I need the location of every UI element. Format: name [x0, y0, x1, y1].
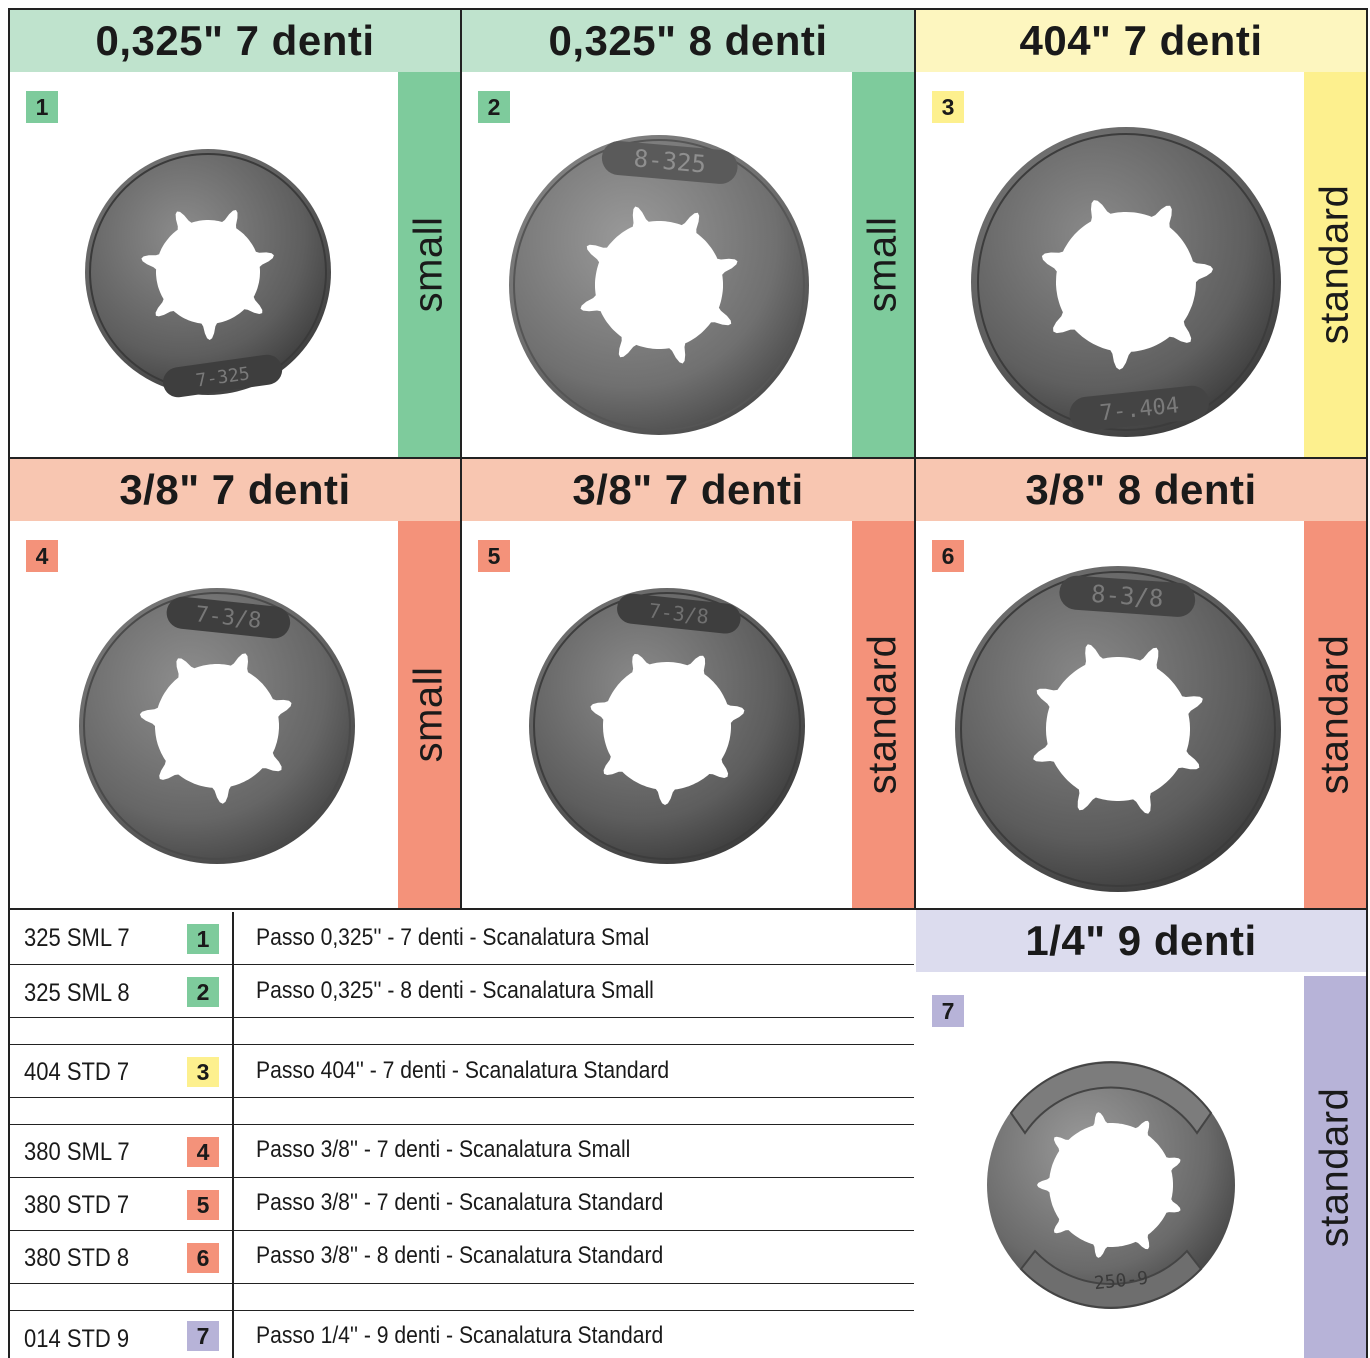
- panel-title: 3/8" 7 denti: [462, 459, 914, 521]
- sprocket-marking: 8-3/8: [1090, 580, 1164, 613]
- table-row-spacer: [10, 1284, 914, 1311]
- groove-label: standard: [1312, 634, 1357, 795]
- part-number-badge: 5: [187, 1190, 219, 1220]
- panel-5: 3/8" 7 denti 5 standard 7-3/8: [462, 459, 916, 910]
- part-description: Passo 3/8'' - 7 denti - Scanalatura Smal…: [256, 1136, 631, 1163]
- table-row: 325 SML 8 2 Passo 0,325'' - 8 denti - Sc…: [10, 965, 914, 1018]
- table-row: 325 SML 7 1 Passo 0,325'' - 7 denti - Sc…: [10, 912, 914, 965]
- groove-strip: standard: [1304, 976, 1366, 1358]
- part-number-badge: 6: [187, 1243, 219, 1273]
- part-code: 380 STD 8: [24, 1244, 130, 1272]
- part-number-badge: 3: [187, 1057, 219, 1087]
- groove-strip: small: [852, 72, 914, 457]
- panel-4: 3/8" 7 denti 4 small 7-3/8: [8, 459, 462, 910]
- sprocket-image: 250-9: [987, 1061, 1235, 1309]
- groove-label: small: [860, 216, 905, 313]
- sprocket-image: 7-3/8: [529, 588, 805, 864]
- table-row-spacer: [10, 1098, 914, 1125]
- part-number-badge: 7: [187, 1321, 219, 1351]
- table-row: 380 SML 7 4 Passo 3/8'' - 7 denti - Scan…: [10, 1125, 914, 1178]
- panel-7: 1/4" 9 denti 7 standard 250-9: [916, 910, 1368, 1358]
- part-code: 325 SML 7: [24, 924, 130, 952]
- table-row: 380 STD 7 5 Passo 3/8'' - 7 denti - Scan…: [10, 1178, 914, 1231]
- groove-strip: standard: [852, 521, 914, 908]
- part-description: Passo 3/8'' - 8 denti - Scanalatura Stan…: [256, 1242, 664, 1269]
- sprocket-image: 8-325: [509, 135, 809, 435]
- panel-number-badge: 5: [478, 540, 510, 572]
- part-description: Passo 0,325'' - 8 denti - Scanalatura Sm…: [256, 977, 654, 1004]
- part-code: 014 STD 9: [24, 1325, 130, 1353]
- panel-title: 1/4" 9 denti: [916, 910, 1366, 972]
- part-code: 380 STD 7: [24, 1191, 130, 1219]
- sprocket-image: 8-3/8: [955, 566, 1281, 892]
- table-row: 404 STD 7 3 Passo 404'' - 7 denti - Scan…: [10, 1045, 914, 1098]
- part-number-badge: 2: [187, 977, 219, 1007]
- part-description: Passo 3/8'' - 7 denti - Scanalatura Stan…: [256, 1189, 664, 1216]
- part-number-badge: 4: [187, 1137, 219, 1167]
- part-number-badge: 1: [187, 924, 219, 954]
- panel-title: 0,325" 7 denti: [10, 10, 460, 72]
- table-row-spacer: [10, 1018, 914, 1045]
- panel-1: 0,325" 7 denti 1 small 7-325: [8, 8, 462, 459]
- panel-number-badge: 1: [26, 91, 58, 123]
- part-code: 325 SML 8: [24, 979, 130, 1007]
- part-code: 380 SML 7: [24, 1138, 130, 1166]
- sprocket-marking: 8-325: [633, 144, 707, 178]
- panel-title: 0,325" 8 denti: [462, 10, 914, 72]
- groove-label: standard: [1312, 184, 1357, 345]
- groove-strip: standard: [1304, 72, 1366, 457]
- panel-number-badge: 4: [26, 540, 58, 572]
- panel-number-badge: 6: [932, 540, 964, 572]
- part-description: Passo 1/4'' - 9 denti - Scanalatura Stan…: [256, 1322, 664, 1349]
- panel-title: 3/8" 8 denti: [916, 459, 1366, 521]
- groove-strip: standard: [1304, 521, 1366, 908]
- panel-title: 404" 7 denti: [916, 10, 1366, 72]
- part-code: 404 STD 7: [24, 1058, 130, 1086]
- part-description: Passo 404'' - 7 denti - Scanalatura Stan…: [256, 1057, 670, 1084]
- sprocket-image: 7-3/8: [79, 588, 355, 864]
- groove-strip: small: [398, 521, 460, 908]
- panel-number-badge: 3: [932, 91, 964, 123]
- groove-label: small: [406, 666, 451, 763]
- table-row: 380 STD 8 6 Passo 3/8'' - 8 denti - Scan…: [10, 1231, 914, 1284]
- sprocket-image: 7-325: [85, 149, 331, 398]
- groove-strip: small: [398, 72, 460, 457]
- sprocket-image: 7-.404: [971, 127, 1281, 437]
- groove-label: standard: [1312, 1087, 1357, 1247]
- panel-3: 404" 7 denti 3 standard 7-.404: [916, 8, 1368, 459]
- panel-title: 3/8" 7 denti: [10, 459, 460, 521]
- panel-number-badge: 2: [478, 91, 510, 123]
- panel-6: 3/8" 8 denti 6 standard 8-3/8: [916, 459, 1368, 910]
- panel-number-badge: 7: [932, 995, 964, 1027]
- table-row: 014 STD 9 7 Passo 1/4'' - 9 denti - Scan…: [10, 1311, 914, 1358]
- groove-label: standard: [860, 634, 905, 795]
- panel-2: 0,325" 8 denti 2 small 8-325: [462, 8, 916, 459]
- groove-label: small: [406, 216, 451, 313]
- part-description: Passo 0,325'' - 7 denti - Scanalatura Sm…: [256, 924, 650, 951]
